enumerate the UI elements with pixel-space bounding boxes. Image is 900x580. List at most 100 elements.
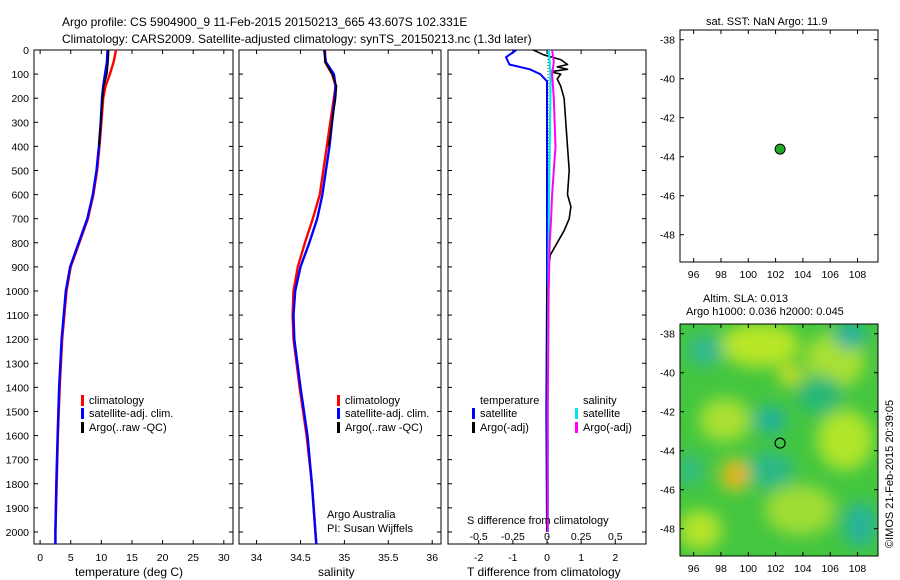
s-tick-label: -0.5 (470, 531, 488, 543)
x-tick-label: 20 (157, 552, 169, 564)
depth-tick-label: 900 (11, 262, 29, 274)
header-line1: Argo profile: CS 5904900_9 11-Feb-2015 2… (62, 15, 467, 29)
sst-map-panel: sat. SST: NaN Argo: 11.9 96 98 100 102 104 10… (660, 16, 879, 281)
legend-temp-satellite-label: satellite (480, 408, 517, 420)
y-tick-label: -38 (660, 35, 675, 47)
depth-tick-label: 800 (11, 238, 29, 250)
depth-tick-label: 300 (11, 117, 29, 129)
x-tick-label: 108 (849, 563, 867, 575)
x-tick-label: 96 (688, 269, 700, 281)
sla-heatmap-field (680, 324, 878, 550)
y-tick-label: -40 (660, 74, 675, 86)
sst-map-ticks: 96 98 100 102 104 106 108 -38 -40 -42 -44 -46 -48 (660, 30, 878, 281)
sla-title-line1: Altim. SLA: 0.013 (703, 293, 788, 305)
depth-tick-label: 0 (23, 45, 29, 57)
depth-tick-label: 400 (11, 141, 29, 153)
x-tick-label: 1 (578, 552, 584, 564)
temperature-x-ticks: 0 5 10 15 20 25 30 (34, 49, 233, 564)
x-tick-label: 98 (715, 269, 727, 281)
legend-sal-argo-swatch (575, 422, 578, 433)
depth-tick-label: 200 (11, 93, 29, 105)
x-tick-label: 102 (767, 269, 785, 281)
y-tick-label: -48 (660, 524, 675, 536)
series-line-4 (546, 49, 557, 532)
sla-title-line2: Argo h1000: 0.036 h2000: 0.045 (686, 306, 844, 318)
depth-tick-label: 600 (11, 190, 29, 202)
y-tick-label: -44 (660, 446, 675, 458)
x-tick-label: 106 (821, 269, 839, 281)
header-line2: Climatology: CARS2009. Satellite-adjuste… (62, 32, 532, 46)
sla-heatmap (680, 324, 878, 556)
depth-tick-label: 1900 (6, 503, 30, 515)
sst-map-title: sat. SST: NaN Argo: 11.9 (706, 16, 827, 28)
depth-tick-label: 1000 (6, 286, 30, 298)
legend-argo-swatch (81, 422, 84, 433)
legend-satellite-label: satellite-adj. clim. (345, 408, 429, 420)
legend-salinity-header: salinity (583, 395, 617, 407)
series-line-2 (292, 49, 337, 545)
temperature-axes (33, 49, 234, 545)
salinity-legend: climatology satellite-adj. clim. Argo(..… (337, 395, 429, 434)
x-tick-label: -2 (474, 552, 483, 564)
legend-temp-argo-swatch (472, 422, 475, 433)
x-tick-label: 100 (740, 269, 758, 281)
series-line-3 (98, 49, 110, 147)
x-tick-label: 98 (715, 563, 727, 575)
y-tick-label: -40 (660, 368, 675, 380)
x-tick-label: -1 (508, 552, 517, 564)
y-tick-label: -42 (660, 407, 675, 419)
y-tick-label: -48 (660, 230, 675, 242)
legend-sal-satellite-swatch (575, 408, 578, 419)
legend-sal-satellite-label: satellite (583, 408, 620, 420)
x-tick-label: 35.5 (378, 552, 399, 564)
temperature-series (54, 49, 118, 544)
depth-tick-label: 700 (11, 214, 29, 226)
legend-temp-satellite-swatch (472, 408, 475, 419)
series-line-3 (323, 49, 338, 147)
difference-x-ticks: -2 -1 0 1 2 (448, 49, 646, 564)
depth-tick-label: 2000 (6, 527, 30, 539)
legend-climatology-label: climatology (345, 395, 401, 407)
temperature-panel: 0100200300400500600700800900100011001200… (6, 45, 234, 579)
legend-argo-swatch (337, 422, 340, 433)
x-tick-label: 104 (794, 269, 812, 281)
depth-tick-label: 1800 (6, 479, 30, 491)
x-tick-label: 36 (426, 552, 438, 564)
s-tick-label: 0 (544, 531, 550, 543)
depth-tick-label: 100 (11, 69, 29, 81)
y-tick-label: -46 (660, 485, 675, 497)
x-tick-label: 34.5 (290, 552, 311, 564)
x-tick-label: 35 (339, 552, 351, 564)
imos-credit: ©IMOS 21-Feb-2015 20:39:05 (884, 400, 896, 548)
depth-tick-label: 500 (11, 165, 29, 177)
s-tick-label: 0.5 (608, 531, 623, 543)
sla-map-ticks: 96 98 100 102 104 106 108 -38 -40 -42 -44 -46 -48 (660, 324, 878, 575)
s-difference-label: S difference from climatology (467, 515, 609, 527)
depth-tick-label: 1500 (6, 406, 30, 418)
y-tick-label: -44 (660, 152, 675, 164)
depth-tick-label: 1200 (6, 334, 30, 346)
x-tick-label: 5 (68, 552, 74, 564)
depth-tick-label: 1400 (6, 382, 30, 394)
sla-float-marker (774, 437, 786, 449)
x-tick-label: 100 (740, 563, 758, 575)
x-tick-label: 102 (767, 563, 785, 575)
t-difference-xlabel: T difference from climatology (467, 565, 621, 579)
salinity-series (291, 49, 338, 545)
difference-legend: temperature satellite Argo(-adj) salinit… (472, 395, 632, 434)
y-tick-label: -38 (660, 329, 675, 341)
argo-australia-label: Argo Australia (327, 509, 396, 521)
legend-satellite-swatch (337, 408, 340, 419)
difference-panel: -2 -1 0 1 2 S difference from climatology -0… (447, 49, 647, 579)
legend-climatology-swatch (81, 395, 84, 406)
depth-tick-label: 1600 (6, 431, 30, 443)
legend-satellite-label: satellite-adj. clim. (89, 408, 173, 420)
legend-temp-argo-label: Argo(-adj) (480, 422, 529, 434)
salinity-xlabel: salinity (318, 565, 355, 579)
salinity-panel: 34 34.5 35 35.5 36 salinity climatology sate… (238, 49, 442, 579)
x-tick-label: 25 (187, 552, 199, 564)
x-tick-label: 0 (37, 552, 43, 564)
legend-argo-label: Argo(..raw -QC) (89, 422, 167, 434)
difference-series (505, 49, 572, 533)
x-tick-label: 106 (821, 563, 839, 575)
